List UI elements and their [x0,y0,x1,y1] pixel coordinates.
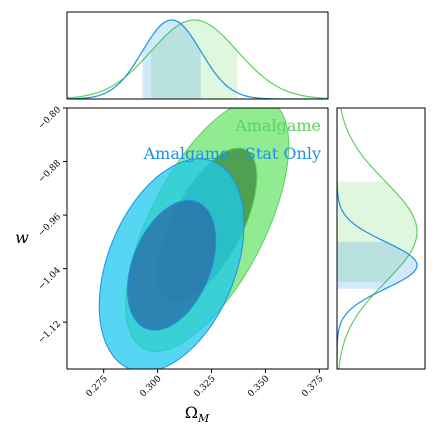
x-tick-label: 0.300 [138,374,163,399]
right-marginal-band-series-1 [337,241,417,289]
x-axis-ticks: 0.275 0.300 0.325 0.350 0.375 [85,369,326,399]
y-axis-ticks: −0.80 −0.88 −0.96 −1.04 −1.12 [37,105,67,346]
main-contour-panel: 0.275 0.300 0.325 0.350 0.375 −0.80 −0.88 −0.9… [37,105,329,399]
y-axis-label: w [15,228,29,247]
right-marginal-curve-series-0 [338,108,418,369]
x-tick-label: 0.325 [192,374,217,399]
right-panel-frame [336,107,426,370]
legend-entry-amalgame: Amalgame [234,116,321,135]
top-marginal-band-series-0 [151,20,238,99]
top-marginal-band-series-1 [142,20,201,99]
y-tick-label: −0.96 [37,212,64,239]
x-tick-label: 0.275 [85,374,110,399]
right-marginal-panel [336,107,426,370]
x-axis-label: ΩM [185,403,210,425]
legend-entry-amalgame-stat-only: Amalgame - Stat Only [143,144,321,163]
y-tick-label: −1.04 [37,265,64,292]
right-marginal-band-series-0 [337,181,417,282]
y-tick-label: −0.80 [37,105,64,132]
contour-1sigma-series-1 [126,199,217,331]
main-panel-frame [66,107,329,370]
top-marginal-curve-series-0 [67,19,328,99]
x-tick-label: 0.350 [246,374,271,399]
y-tick-label: −1.12 [37,319,64,346]
right-marginal-curve-series-1 [337,108,418,369]
top-panel-frame [66,11,329,100]
top-marginal-panel [66,11,329,100]
y-tick-label: −0.88 [37,158,64,185]
x-tick-label: 0.375 [300,374,325,399]
